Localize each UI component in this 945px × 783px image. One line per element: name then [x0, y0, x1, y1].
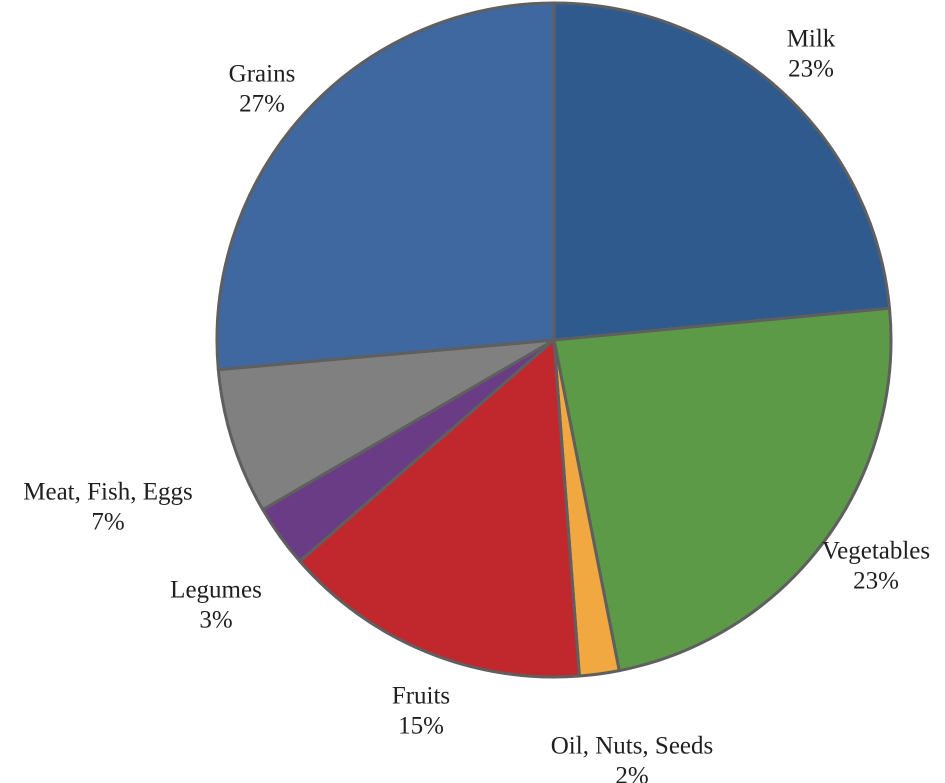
pie-slice-meat-fish-eggs: [216, 338, 556, 512]
slice-percent-milk: 23%: [788, 56, 834, 83]
slice-percent-grains: 27%: [239, 91, 285, 118]
slice-label-fruits: Fruits: [392, 683, 450, 710]
slice-percent-oil-nuts-seeds: 2%: [615, 763, 648, 783]
slice-percent-vegetables: 23%: [853, 568, 899, 595]
slice-label-grains: Grains: [229, 61, 296, 88]
slice-label-legumes: Legumes: [170, 577, 262, 604]
pie-labels: Milk 23% Vegetables 23% Oil, Nuts, Seeds 2% Fr…: [23, 26, 930, 783]
slice-label-meat-fish-eggs: Meat, Fish, Eggs: [23, 479, 192, 506]
pie-slices: [215, 1, 893, 679]
pie-slice-grains: [215, 1, 556, 372]
pie-slice-fruits: [298, 338, 581, 679]
slice-percent-legumes: 3%: [199, 607, 232, 634]
pie-slice-milk: [552, 1, 891, 342]
slice-percent-meat-fish-eggs: 7%: [91, 509, 124, 536]
slice-label-oil-nuts-seeds: Oil, Nuts, Seeds: [551, 733, 714, 760]
pie-slice-vegetables: [552, 306, 893, 673]
slice-label-milk: Milk: [787, 26, 836, 53]
slice-percent-fruits: 15%: [398, 713, 444, 740]
slice-label-vegetables: Vegetables: [822, 538, 930, 565]
